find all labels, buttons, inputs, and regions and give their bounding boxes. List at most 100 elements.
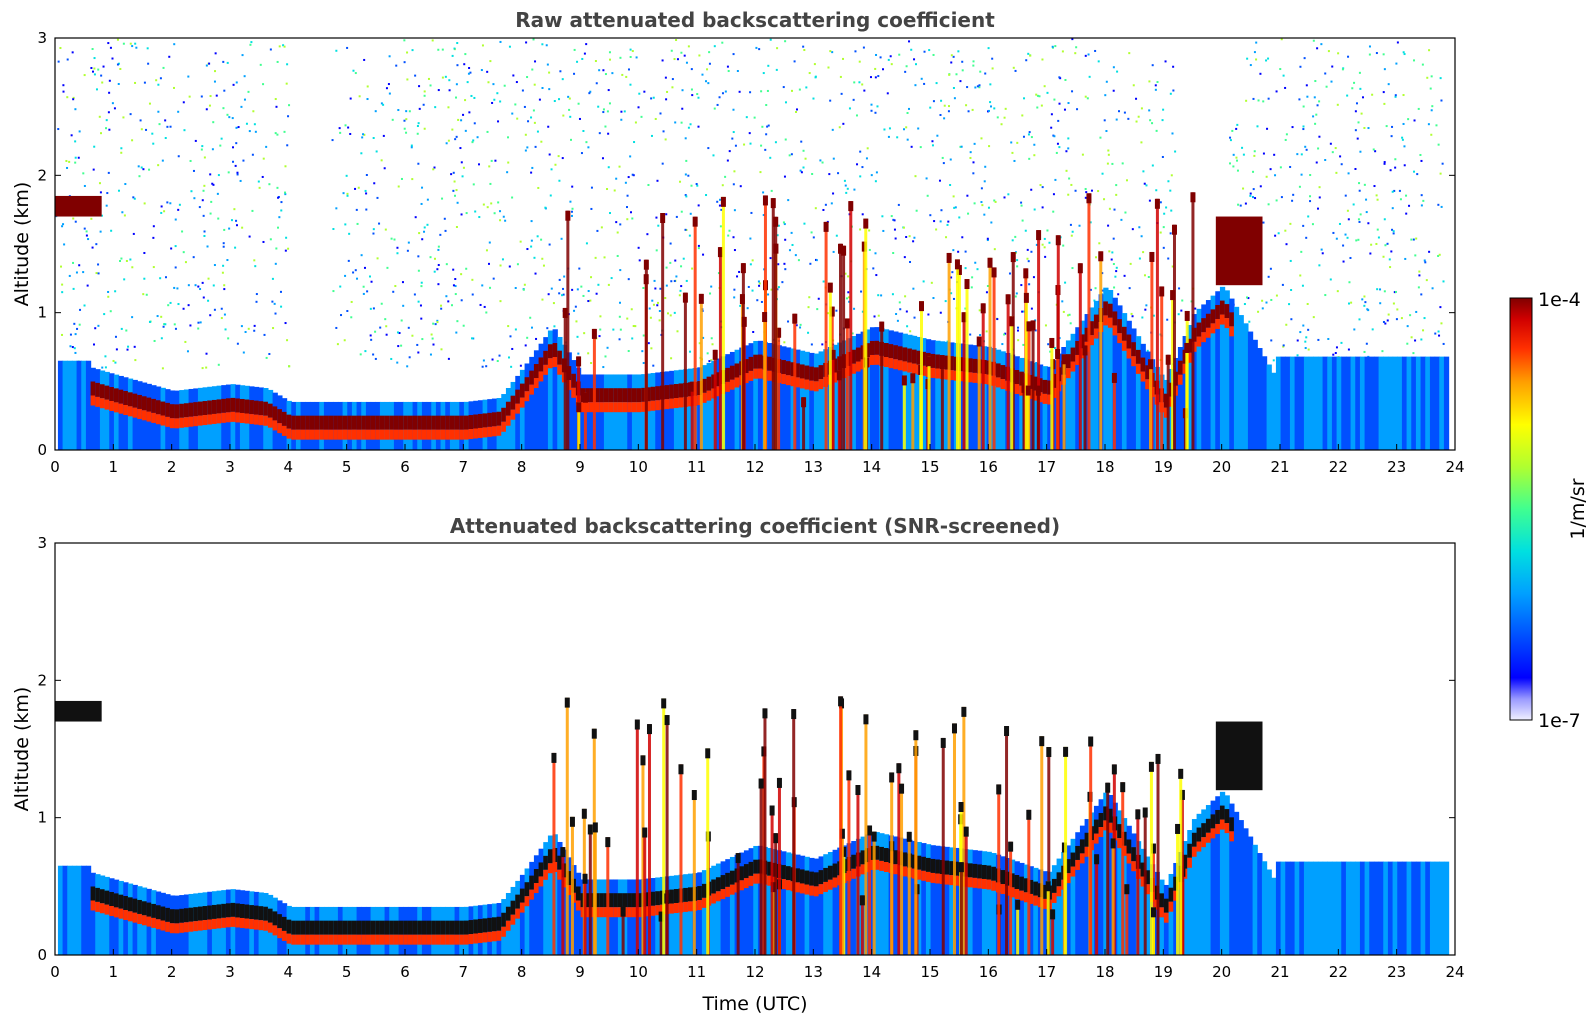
boundary-layer-cell [1042, 898, 1048, 909]
noise-speckle [436, 319, 439, 322]
boundary-layer-cell [221, 412, 227, 423]
noise-speckle [470, 337, 473, 340]
noise-speckle [858, 81, 861, 84]
plume-top [1026, 809, 1032, 820]
noise-speckle [1329, 278, 1332, 281]
noise-speckle [1064, 78, 1067, 81]
boundary-layer-cell [137, 408, 143, 419]
boundary-layer-cell [95, 887, 101, 902]
noise-speckle [494, 159, 497, 162]
noise-speckle [1071, 267, 1074, 270]
noise-speckle [642, 362, 645, 365]
noise-speckle [865, 157, 868, 160]
noise-speckle [637, 246, 640, 249]
aerosol-column [869, 832, 876, 955]
boundary-layer-cell [1135, 349, 1142, 364]
noise-speckle [410, 146, 413, 149]
noise-speckle [148, 168, 151, 171]
x-tick-label: 2 [167, 458, 177, 476]
boundary-layer-cell [1070, 347, 1076, 362]
noise-speckle [1035, 93, 1038, 96]
noise-speckle [258, 186, 261, 189]
boundary-layer-cell [165, 907, 171, 922]
noise-speckle [993, 199, 996, 202]
noise-speckle [1151, 64, 1154, 67]
boundary-layer-cell [1093, 314, 1100, 329]
noise-speckle [78, 264, 81, 267]
noise-speckle [928, 49, 931, 52]
plume-top [906, 831, 912, 842]
boundary-layer-cell [505, 920, 512, 931]
boundary-layer-cell [743, 359, 750, 374]
noise-speckle [1084, 54, 1087, 57]
noise-speckle [164, 137, 167, 140]
y-tick-label: 1 [37, 809, 47, 827]
plume-top [762, 708, 768, 719]
boundary-layer-cell [337, 920, 344, 935]
noise-speckle [131, 139, 134, 142]
noise-speckle [664, 76, 667, 79]
y-tick-label: 2 [37, 166, 47, 184]
noise-speckle [1431, 105, 1434, 108]
plume-column [1083, 345, 1087, 450]
aerosol-column [1191, 819, 1198, 955]
noise-speckle [365, 174, 368, 177]
plume-column [552, 752, 556, 955]
boundary-layer-cell [179, 908, 185, 923]
noise-speckle [750, 211, 753, 214]
boundary-layer-cell [921, 365, 927, 376]
noise-speckle [1135, 120, 1138, 123]
noise-speckle [388, 92, 391, 95]
noise-speckle [1244, 202, 1247, 205]
boundary-layer-cell [832, 372, 838, 383]
boundary-layer-cell [1145, 884, 1151, 895]
noise-speckle [472, 183, 475, 186]
boundary-layer-cell [314, 429, 320, 440]
aerosol-column [1075, 327, 1081, 450]
aerosol-column [1238, 315, 1244, 450]
noise-speckle [942, 162, 945, 165]
noise-speckle [1266, 127, 1269, 130]
boundary-layer-cell [673, 903, 680, 914]
noise-speckle [915, 209, 918, 212]
aerosol-column [1345, 356, 1352, 450]
noise-speckle [986, 239, 989, 242]
noise-speckle [514, 287, 517, 290]
boundary-layer-cell [701, 392, 708, 403]
boundary-layer-cell [664, 385, 670, 400]
noise-speckle [74, 140, 77, 143]
noise-speckle [1033, 208, 1036, 211]
boundary-layer-cell [263, 401, 269, 416]
noise-speckle [129, 42, 132, 45]
noise-speckle [656, 179, 659, 182]
noise-speckle [758, 284, 761, 287]
boundary-layer-cell [1196, 336, 1202, 347]
noise-speckle [120, 257, 123, 260]
noise-speckle [1418, 274, 1421, 277]
noise-speckle [1256, 125, 1259, 128]
noise-speckle [669, 242, 672, 245]
noise-speckle [152, 236, 155, 239]
boundary-layer-cell [305, 415, 311, 430]
noise-speckle [595, 82, 598, 85]
aerosol-column [599, 879, 605, 955]
boundary-layer-cell [118, 908, 124, 919]
noise-speckle [626, 317, 629, 320]
noise-speckle [913, 58, 916, 61]
plume-top [1149, 251, 1155, 262]
noise-speckle [587, 290, 590, 293]
aerosol-column [1009, 859, 1016, 955]
raw-heatmap [55, 38, 1450, 450]
noise-speckle [984, 165, 987, 168]
plume-column [860, 895, 864, 955]
boundary-layer-cell [879, 860, 885, 871]
noise-speckle [460, 119, 463, 122]
noise-speckle [234, 164, 237, 167]
plume-column [1106, 782, 1110, 955]
noise-speckle [1365, 342, 1368, 345]
noise-speckle [905, 235, 908, 238]
boundary-layer-cell [118, 389, 124, 404]
noise-speckle [631, 173, 634, 176]
noise-speckle [346, 192, 349, 195]
noise-speckle [531, 326, 534, 329]
